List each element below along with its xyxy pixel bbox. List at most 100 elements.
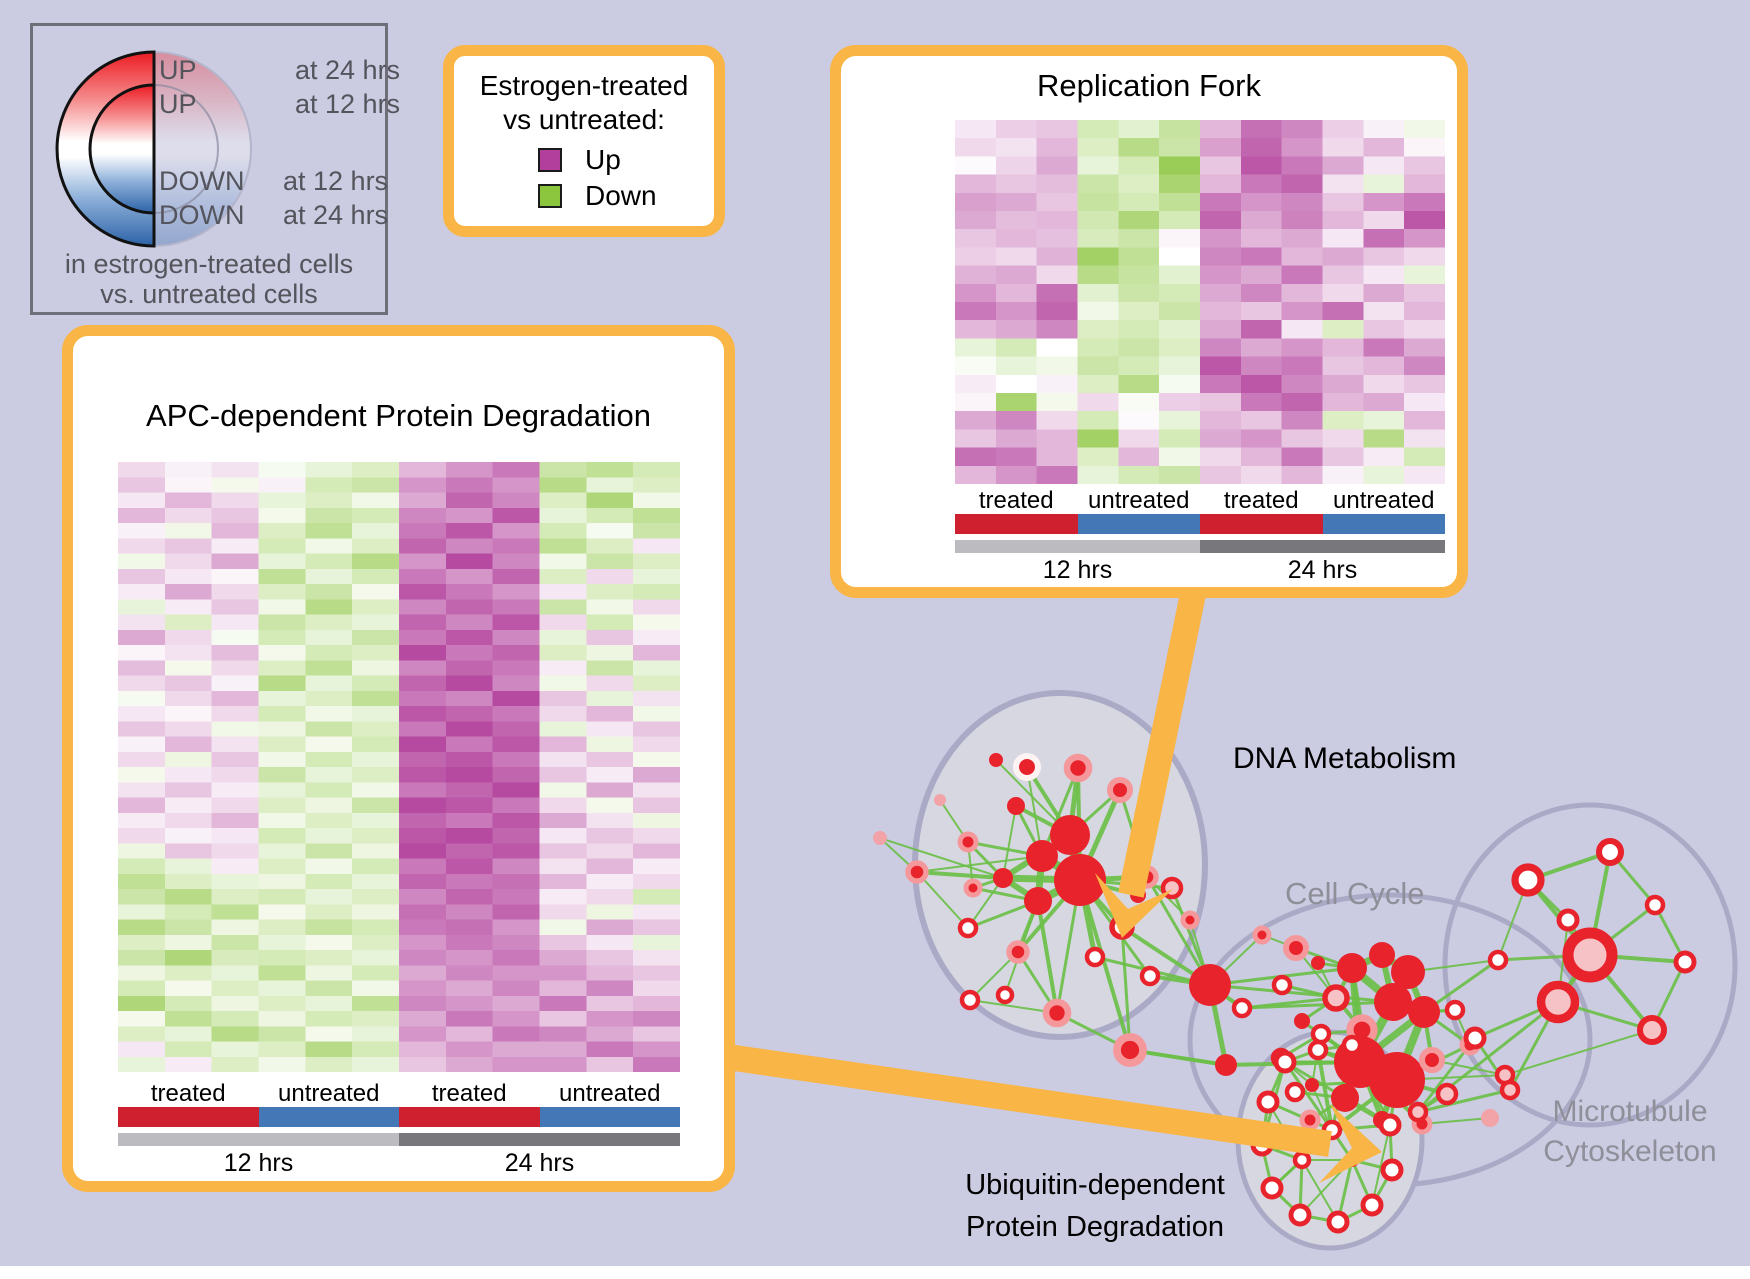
- heatmap-cell: [445, 584, 494, 600]
- heatmap-cell: [1118, 393, 1160, 412]
- heatmap-cell: [1404, 356, 1445, 376]
- heatmap-cell: [1077, 211, 1119, 230]
- heatmap-cell: [539, 797, 587, 814]
- heatmap-cell: [445, 553, 494, 570]
- heatmap-cell: [399, 477, 447, 493]
- heatmap-cell: [164, 721, 213, 737]
- heatmap-cell: [995, 320, 1038, 339]
- heatmap-cell: [164, 858, 213, 875]
- time-label-12hrs: 12 hrs: [1042, 556, 1113, 584]
- heatmap-cell: [1404, 283, 1445, 303]
- heatmap-cell: [305, 660, 353, 676]
- heatmap-cell: [211, 828, 259, 844]
- heatmap-cell: [211, 706, 259, 722]
- heatmap-cell: [1322, 356, 1364, 376]
- heatmap-cell: [1036, 138, 1078, 157]
- down-color-swatch: [538, 184, 562, 208]
- heatmap-cell: [995, 229, 1038, 248]
- replication-fork-condition-bars: [955, 514, 1445, 534]
- heatmap-cell: [211, 843, 259, 859]
- heatmap-cell: [1036, 174, 1078, 194]
- heatmap-cell: [539, 736, 587, 753]
- heatmap-cell: [211, 660, 259, 676]
- heatmap-cell: [539, 873, 587, 890]
- apc-title: APC-dependent Protein Degradation: [146, 398, 651, 433]
- heatmap-cell: [586, 721, 634, 737]
- network-edge: [1421, 1117, 1491, 1125]
- heatmap-cell: [1200, 283, 1242, 303]
- replication-fork-title: Replication Fork: [1037, 68, 1261, 103]
- gene-node: [1231, 997, 1253, 1019]
- heatmap-cell: [1077, 374, 1119, 394]
- heatmap-cell: [586, 523, 634, 539]
- heatmap-cell: [258, 934, 306, 951]
- heatmap-cell: [258, 889, 306, 905]
- heatmap-cell: [955, 356, 997, 376]
- heatmap-cell: [258, 645, 306, 661]
- down-color-label: Down: [585, 180, 657, 211]
- heatmap-cell: [586, 584, 634, 600]
- heatmap-cell: [995, 211, 1038, 230]
- heatmap-cell: [258, 523, 306, 539]
- heatmap-cell: [955, 393, 997, 412]
- heatmap-cell: [995, 283, 1038, 303]
- heatmap-cell: [1363, 283, 1405, 303]
- heatmap-cell: [352, 1011, 400, 1027]
- heatmap-cell: [955, 211, 997, 230]
- heatmap-cell: [633, 538, 680, 554]
- heatmap-cell: [211, 477, 259, 493]
- heatmap-cell: [539, 950, 587, 966]
- heatmap-cell: [1159, 393, 1201, 412]
- heatmap-cell: [1118, 211, 1160, 230]
- heatmap-cell: [586, 477, 634, 493]
- heatmap-cell: [1281, 302, 1323, 321]
- heatmap-cell: [995, 302, 1038, 321]
- heatmap-cell: [211, 568, 259, 585]
- heatmap-cell: [352, 950, 400, 966]
- gene-node: [1113, 1033, 1147, 1067]
- heatmap-cell: [118, 645, 166, 661]
- heatmap-cell: [492, 568, 540, 585]
- heatmap-cell: [258, 492, 306, 509]
- heatmap-cell: [492, 965, 540, 981]
- gene-node: [1299, 1109, 1321, 1131]
- gene-node: [1012, 752, 1042, 782]
- network-edge: [916, 870, 1004, 880]
- heatmap-cell: [352, 553, 400, 570]
- gene-node: [1026, 840, 1058, 872]
- heatmap-cell: [305, 965, 353, 981]
- heatmap-cell: [258, 995, 306, 1012]
- heatmap-cell: [258, 767, 306, 783]
- heatmap-cell: [1281, 338, 1323, 358]
- gene-node: [1378, 1113, 1402, 1137]
- heatmap-cell: [1322, 174, 1364, 194]
- heatmap-cell: [445, 599, 494, 615]
- gene-node: [1407, 1101, 1429, 1123]
- gene-node: [1487, 949, 1509, 971]
- heatmap-cell: [399, 889, 447, 905]
- heatmap-cell: [211, 751, 259, 768]
- heatmap-cell: [586, 904, 634, 920]
- heatmap-cell: [539, 843, 587, 859]
- heatmap-cell: [633, 812, 680, 829]
- heatmap-cell: [1404, 229, 1445, 248]
- heatmap-cell: [955, 156, 997, 176]
- heatmap-cell: [211, 629, 259, 646]
- heatmap-cell: [118, 736, 166, 753]
- heatmap-cell: [633, 965, 680, 981]
- heatmap-cell: [211, 492, 259, 509]
- heatmap-cell: [1281, 156, 1323, 176]
- heatmap-cell: [445, 736, 494, 753]
- heatmap-cell: [258, 690, 306, 707]
- heatmap-cell: [995, 265, 1038, 285]
- heatmap-cell: [586, 767, 634, 783]
- heatmap-cell: [586, 919, 634, 936]
- heatmap-cell: [118, 950, 166, 966]
- heatmap-cell: [399, 553, 447, 570]
- gene-node: [959, 989, 981, 1011]
- heatmap-cell: [633, 843, 680, 859]
- heatmap-cell: [258, 1011, 306, 1027]
- heatmap-cell: [352, 568, 400, 585]
- heatmap-cell: [211, 690, 259, 707]
- heatmap-cell: [445, 873, 494, 890]
